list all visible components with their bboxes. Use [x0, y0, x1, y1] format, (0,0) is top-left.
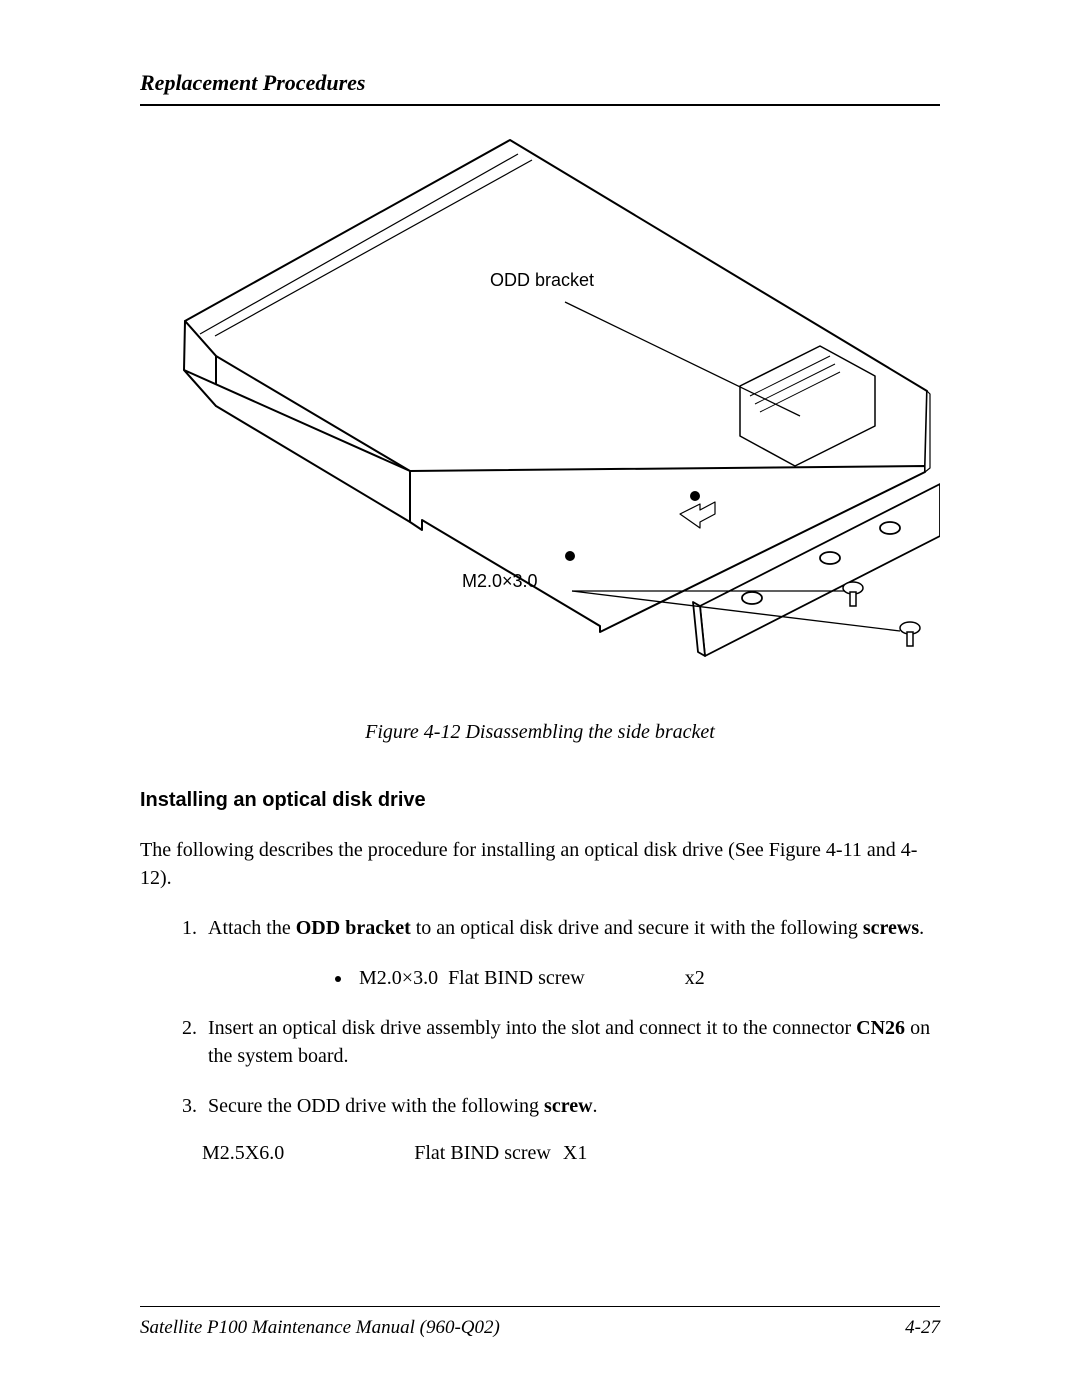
final-screw-row: M2.5X6.0 Flat BIND screw X1	[202, 1142, 940, 1165]
step-1-suffix: .	[919, 917, 924, 939]
intro-paragraph: The following describes the procedure fo…	[140, 836, 940, 892]
callout-odd-bracket: ODD bracket	[490, 270, 594, 291]
callout-screw-spec: M2.0×3.0	[462, 571, 538, 592]
bullet-screw-qty: x2	[685, 967, 705, 989]
step-1: Attach the ODD bracket to an optical dis…	[202, 914, 940, 992]
figure-caption: Figure 4-12 Disassembling the side brack…	[140, 721, 940, 744]
footer-right: 4-27	[905, 1317, 940, 1339]
header-title: Replacement Procedures	[140, 70, 940, 96]
screw-bullet-list: M2.0×3.0 Flat BIND screw x2	[208, 964, 940, 992]
document-page: Replacement Procedures	[0, 0, 1080, 1397]
page-footer: Satellite P100 Maintenance Manual (960-Q…	[140, 1306, 940, 1339]
step-2: Insert an optical disk drive assembly in…	[202, 1014, 940, 1070]
bullet-screw-type: Flat BIND screw	[448, 967, 585, 989]
bullet-screw-spec: M2.0×3.0	[359, 967, 438, 989]
step-1-bold2: screws	[863, 917, 919, 939]
footer-left: Satellite P100 Maintenance Manual (960-Q…	[140, 1317, 500, 1339]
step-2-text: Insert an optical disk drive assembly in…	[208, 1017, 856, 1039]
odd-drive-diagram	[140, 126, 940, 691]
step-3-suffix: .	[593, 1095, 598, 1117]
section-heading: Installing an optical disk drive	[140, 789, 940, 812]
final-screw-spec: M2.5X6.0	[202, 1142, 284, 1164]
install-steps-list: Attach the ODD bracket to an optical dis…	[140, 914, 940, 1120]
step-1-bold1: ODD bracket	[296, 917, 411, 939]
screw-bullet-item: M2.0×3.0 Flat BIND screw x2	[353, 964, 940, 992]
step-3-prefix: Secure the ODD drive with the following	[208, 1095, 544, 1117]
step-2-bold: CN26	[856, 1017, 905, 1039]
page-header: Replacement Procedures	[140, 70, 940, 106]
final-screw-type: Flat BIND screw	[414, 1142, 551, 1164]
step-3-bold: screw	[544, 1095, 593, 1117]
step-1-mid: to an optical disk drive and secure it w…	[411, 917, 863, 939]
figure-diagram: ODD bracket M2.0×3.0	[140, 126, 940, 691]
step-3: Secure the ODD drive with the following …	[202, 1092, 940, 1120]
step-1-prefix: Attach the	[208, 917, 296, 939]
final-screw-qty: X1	[563, 1142, 587, 1164]
